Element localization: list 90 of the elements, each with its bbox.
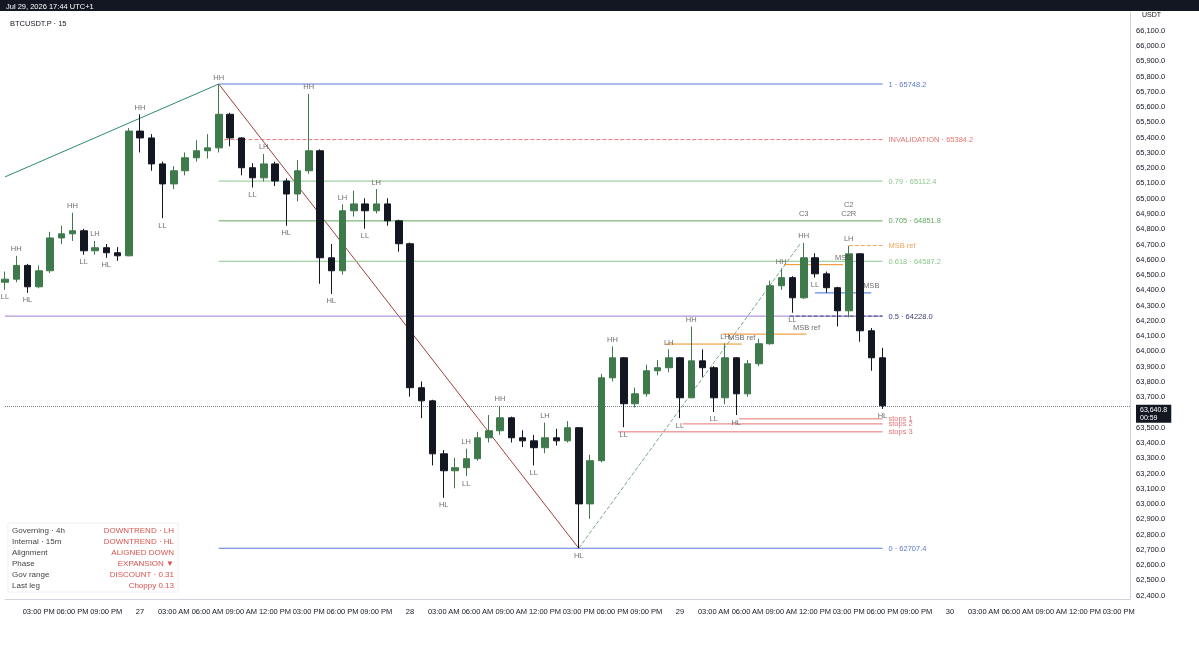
candlestick — [631, 387, 639, 408]
candlestick — [755, 338, 763, 367]
candlestick — [305, 93, 313, 175]
annotation: Gov range — [12, 569, 50, 579]
candlestick — [395, 219, 403, 253]
candlestick — [508, 416, 515, 444]
candlestick — [789, 275, 796, 314]
candlestick — [226, 112, 234, 147]
candlestick — [373, 188, 380, 215]
candlestick — [215, 83, 223, 153]
candlestick — [170, 165, 178, 190]
candlestick — [136, 113, 144, 153]
candlestick — [451, 457, 459, 489]
candlestick — [406, 242, 414, 398]
candlestick — [778, 267, 785, 291]
candlestick — [868, 327, 875, 372]
candlestick — [485, 414, 493, 444]
candlestick — [316, 148, 324, 285]
candlestick — [69, 212, 76, 242]
annotation: Alignment — [12, 547, 49, 557]
candlestick — [609, 345, 616, 382]
annotation: Phase — [12, 558, 36, 568]
candlestick — [339, 203, 346, 276]
candlestick — [91, 240, 99, 256]
candlestick — [249, 162, 256, 189]
candlestick — [35, 264, 43, 289]
candlestick — [733, 356, 740, 416]
candlestick — [710, 365, 718, 413]
candlestick — [294, 159, 301, 202]
candlestick — [271, 161, 279, 187]
candlestick — [811, 252, 819, 279]
candlestick — [114, 246, 121, 262]
candlestick — [800, 242, 808, 300]
candlestick — [58, 225, 65, 245]
candlestick — [530, 434, 538, 466]
candlestick — [440, 449, 448, 499]
candlestick — [418, 380, 425, 419]
candlestick — [1, 271, 9, 291]
candlestick — [823, 271, 830, 294]
annotation: DOWNTREND · HL — [103, 536, 175, 546]
candlestick — [598, 373, 605, 463]
annotation: Last leg — [12, 580, 41, 590]
candlestick — [654, 359, 661, 376]
candlestick — [159, 161, 166, 219]
annotation: ALIGNED DOWN — [111, 547, 175, 557]
annotation: DOWNTREND · LH — [103, 525, 175, 535]
candlestick — [620, 356, 628, 428]
candlestick — [541, 422, 549, 454]
annotation: Internal · 15m — [12, 536, 62, 546]
candlestick — [688, 325, 695, 399]
candlestick — [125, 127, 133, 257]
annotation: Choppy 0.13 — [128, 580, 175, 590]
candlestick — [193, 139, 200, 163]
candlestick — [46, 231, 54, 274]
candlestick — [643, 364, 650, 398]
candlestick — [834, 286, 841, 327]
annotation: EXPANSION ▼ — [117, 558, 174, 568]
candlestick — [260, 153, 268, 182]
candlestick — [80, 228, 88, 256]
candlestick — [575, 426, 583, 549]
candlestick — [13, 255, 20, 283]
candlestick — [766, 280, 774, 346]
candlestick — [429, 399, 436, 466]
candlestick — [204, 133, 211, 160]
candlestick — [721, 342, 729, 405]
candlestick — [148, 133, 155, 172]
candlestick — [676, 356, 684, 419]
candlestick — [553, 428, 560, 447]
candlestick — [350, 190, 358, 218]
annotation: Governing · 4h — [12, 525, 65, 535]
candlestick — [328, 243, 335, 295]
candlestick — [474, 431, 481, 462]
candlestick — [283, 177, 290, 227]
candlestick — [665, 348, 673, 373]
candlestick — [103, 243, 110, 259]
candlestick — [744, 359, 751, 398]
candlestick — [384, 197, 391, 227]
candlestick — [238, 136, 245, 176]
candlestick — [879, 347, 886, 410]
candlestick — [361, 197, 369, 230]
candlestick — [564, 420, 571, 444]
candlestick — [519, 429, 526, 448]
annotation: DISCOUNT · 0.31 — [109, 569, 175, 579]
candlestick — [856, 252, 864, 343]
candlestick — [181, 151, 189, 176]
candlestick — [496, 405, 504, 436]
candlestick — [24, 263, 31, 294]
candlestick — [699, 348, 706, 378]
candlestick — [463, 448, 470, 477]
candlestick — [586, 454, 594, 520]
